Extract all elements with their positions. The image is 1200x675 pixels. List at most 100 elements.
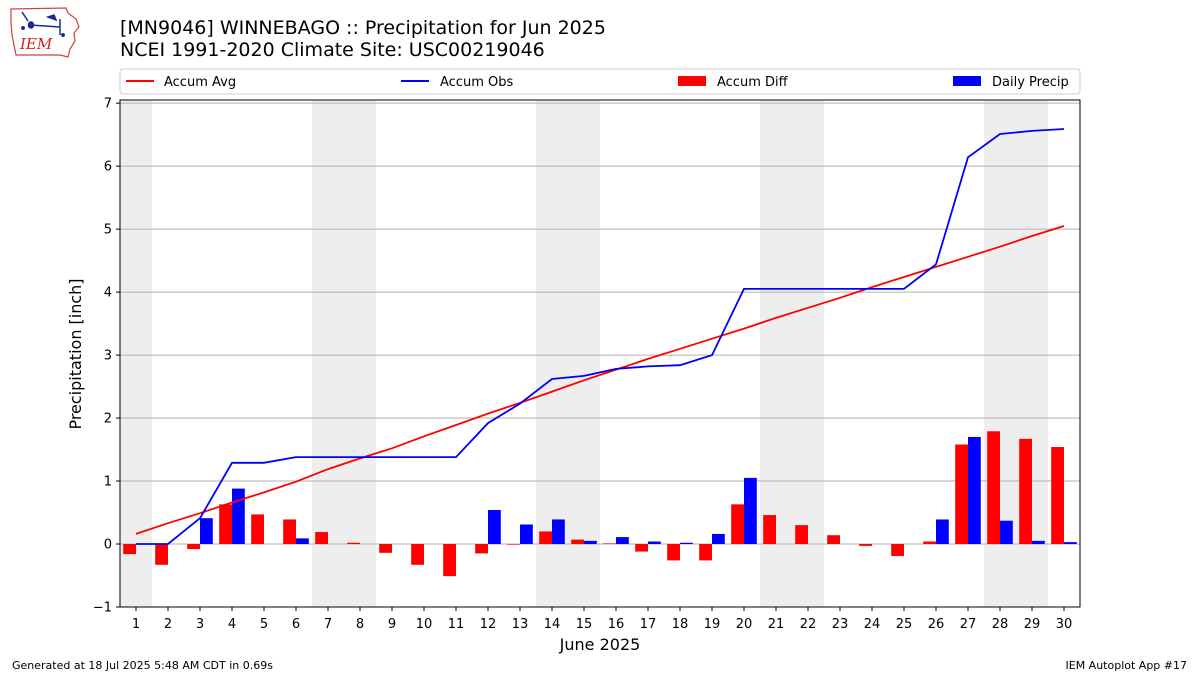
xtick-label-27: 28 [992,617,1009,632]
ytick-label-6: 5 [104,223,112,238]
xtick-label-12: 13 [512,617,529,632]
accum-diff-bar-27 [955,444,968,545]
xtick-label-5: 6 [292,617,300,632]
legend-label-daily-precip: Daily Precip [992,75,1069,90]
legend-swatch-daily-precip [953,76,981,86]
ytick-label-1: 0 [104,538,112,553]
accum-diff-bar-1 [123,544,136,555]
xtick-label-21: 22 [800,617,817,632]
ytick-label-7: 6 [104,160,112,175]
accum-diff-bar-17 [635,544,648,552]
accum-diff-bar-30 [1051,447,1064,545]
ytick-label-0: −1 [93,601,112,616]
legend-label-accum-diff: Accum Diff [717,75,789,90]
daily-precip-bar-27 [968,436,981,545]
weather-station-icon [21,11,65,37]
y-axis-label: Precipitation [inch] [66,278,85,429]
accum-diff-bar-2 [155,544,168,565]
accum-diff-bar-13 [507,544,520,545]
accum-diff-bar-7 [315,532,328,545]
xtick-label-8: 9 [388,617,396,632]
accum-diff-bar-8 [347,542,360,545]
xtick-label-15: 16 [608,617,625,632]
xtick-label-29: 30 [1056,617,1073,632]
daily-precip-bar-12 [488,510,501,545]
bars [123,431,1077,577]
lines [135,128,1065,545]
xtick-label-17: 18 [672,617,689,632]
ytick-label-4: 3 [104,349,112,364]
accum-diff-bar-10 [411,544,424,565]
accum-diff-bar-15 [571,539,584,545]
daily-precip-bar-20 [744,477,757,545]
xtick-label-13: 14 [544,617,561,632]
title-line-2: NCEI 1991-2020 Climate Site: USC00219046 [120,39,545,61]
y-axis: −1 0 1 2 3 4 5 6 7 [93,97,120,616]
daily-precip-bar-15 [584,540,597,545]
xtick-label-14: 15 [576,617,593,632]
ytick-label-8: 7 [104,97,112,112]
plot-frame [119,99,1081,608]
chart-title: [MN9046] WINNEBAGO :: Precipitation for … [120,17,606,61]
ytick-label-5: 4 [104,286,112,301]
accum-diff-bar-28 [987,431,1000,545]
x-axis-label: June 2025 [559,635,641,654]
xtick-label-10: 11 [448,617,465,632]
generated-timestamp: Generated at 18 Jul 2025 5:48 AM CDT in … [12,659,273,672]
daily-precip-bar-17 [648,541,661,545]
x-axis: 1 2 3 4 5 6 7 8 9 10 11 12 13 14 15 16 17 18 19 20 21 22 23 24 2… [132,607,1072,632]
accum-diff-bar-14 [539,531,552,545]
legend-item-accum-diff: Accum Diff [678,75,789,90]
daily-precip-bar-16 [616,537,629,545]
daily-precip-bar-6 [296,538,309,545]
ytick-label-3: 2 [104,412,112,427]
weekend-shading [120,100,1048,607]
weekend-band-0 [120,100,152,607]
accum-diff-bar-23 [827,535,840,545]
daily-precip-bar-26 [936,519,949,545]
xtick-label-3: 4 [228,617,236,632]
daily-precip-bar-18 [680,542,693,545]
accum-diff-bar-25 [891,544,904,556]
xtick-label-2: 3 [196,617,204,632]
accum-diff-bar-21 [763,515,776,545]
accum-diff-bar-12 [475,544,488,554]
xtick-label-24: 25 [896,617,913,632]
accum-diff-bar-5 [251,514,264,545]
weekend-band-2 [536,100,600,607]
legend-item-daily-precip: Daily Precip [953,75,1069,90]
xtick-label-6: 7 [324,617,332,632]
legend-swatch-accum-diff [678,76,706,86]
iem-logo: IEM [10,7,80,58]
xtick-label-20: 21 [768,617,785,632]
xtick-label-1: 2 [164,617,172,632]
accum-diff-bar-26 [923,541,936,545]
legend-label-accum-obs: Accum Obs [440,75,513,90]
legend-item-accum-avg: Accum Avg [126,75,236,90]
legend-item-accum-obs: Accum Obs [401,75,513,90]
xtick-label-7: 8 [356,617,364,632]
xtick-label-4: 5 [260,617,268,632]
logo-text: IEM [19,35,53,53]
accum-diff-bar-9 [379,544,392,553]
accum-diff-bar-29 [1019,438,1032,545]
accum-diff-bar-11 [443,544,456,577]
accum-diff-bar-16 [603,543,616,545]
xtick-label-9: 10 [416,617,433,632]
daily-precip-bar-30 [1064,542,1077,545]
y-gridlines [120,102,1080,608]
daily-precip-bar-3 [200,518,213,545]
weekend-band-1 [312,100,376,607]
xtick-label-18: 19 [704,617,721,632]
xtick-label-0: 1 [132,617,140,632]
xtick-label-19: 20 [736,617,753,632]
accum-obs-line [136,128,1065,545]
xtick-label-11: 12 [480,617,497,632]
daily-precip-bar-13 [520,524,533,545]
accum-diff-bar-24 [859,544,872,546]
legend-label-accum-avg: Accum Avg [164,75,236,90]
accum-diff-bar-19 [699,544,712,561]
daily-precip-bar-14 [552,519,565,545]
daily-precip-bar-28 [1000,520,1013,545]
